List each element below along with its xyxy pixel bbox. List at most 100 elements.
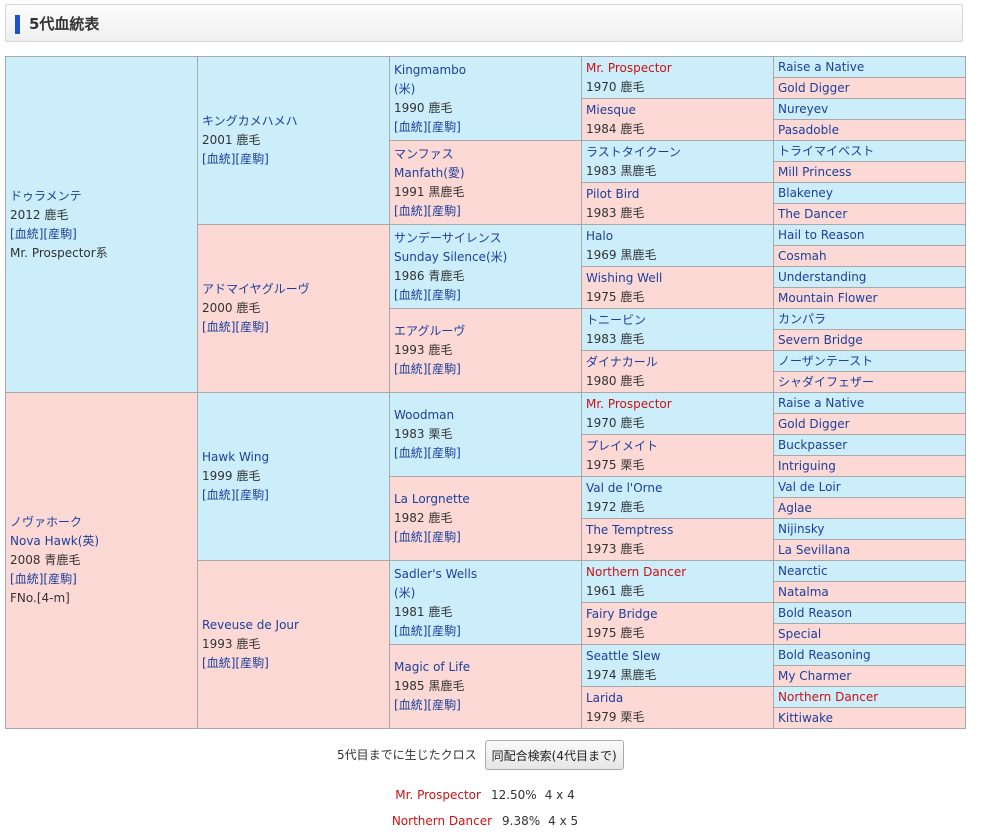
horse-name-link[interactable]: Northern Dancer [586, 564, 687, 579]
horse-name-link[interactable]: Pasadoble [778, 123, 839, 137]
horse-name-link[interactable]: Magic of Life [394, 660, 471, 674]
horse-name-link[interactable]: Raise a Native [778, 396, 865, 410]
cross-horse-name[interactable]: Northern Dancer [391, 814, 493, 828]
horse-name-link[interactable]: Hawk Wing [202, 450, 270, 464]
pedigree-link[interactable]: 血統 [398, 203, 423, 218]
horse-name-link[interactable]: トニービン [586, 312, 647, 327]
foals-link[interactable]: 産駒 [432, 119, 457, 134]
horse-name-link[interactable]: キングカメハメハ [202, 114, 298, 128]
horse-name-link[interactable]: シャダイフェザー [778, 375, 875, 389]
horse-name-link[interactable]: Nearctic [778, 564, 828, 578]
horse-name-link[interactable]: Wishing Well [586, 270, 663, 285]
horse-name-link[interactable]: マンファス [394, 146, 454, 161]
pedigree-link[interactable]: 血統 [14, 572, 39, 586]
pedigree-cell-gen4: Larida 1979 栗毛 [582, 687, 774, 729]
horse-name-link[interactable]: サンデーサイレンス [394, 230, 502, 245]
horse-name-link[interactable]: Fairy Bridge [586, 606, 658, 621]
horse-name-link[interactable]: Blakeney [778, 186, 833, 200]
horse-name-link[interactable]: The Dancer [778, 207, 848, 221]
pedigree-link[interactable]: 血統 [398, 287, 423, 302]
horse-name-link[interactable]: ラストタイクーン [586, 144, 681, 159]
horse-name-link[interactable]: Gold Digger [778, 417, 850, 431]
horse-name-link[interactable]: カンパラ [778, 312, 827, 326]
horse-name-link[interactable]: Woodman [394, 408, 455, 422]
birth-year-color: 1970 鹿毛 [586, 79, 645, 94]
horse-name-link[interactable]: Seattle Slew [586, 648, 661, 663]
foals-link[interactable]: 産駒 [432, 623, 457, 638]
horse-name-link[interactable]: アドマイヤグルーヴ [202, 282, 310, 296]
pedigree-link[interactable]: 血統 [398, 119, 423, 134]
horse-name-link[interactable]: Hail to Reason [778, 228, 865, 242]
horse-name-link[interactable]: Val de l'Orne [586, 480, 663, 495]
foals-link[interactable]: 産駒 [240, 320, 265, 334]
horse-name-link[interactable]: ノヴァホーク [10, 515, 83, 529]
pedigree-link[interactable]: 血統 [206, 152, 231, 166]
horse-name-link[interactable]: Pilot Bird [586, 186, 640, 201]
horse-name-link[interactable]: Val de Loir [778, 480, 841, 494]
pedigree-link[interactable]: 血統 [206, 320, 231, 334]
horse-name-link[interactable]: Nijinsky [778, 522, 825, 536]
horse-name-link[interactable]: Bold Reason [778, 606, 853, 620]
horse-name-link[interactable]: ノーザンテースト [778, 354, 874, 368]
horse-name-link[interactable]: Understanding [778, 270, 867, 284]
horse-name-link[interactable]: Natalma [778, 585, 829, 599]
horse-name-link[interactable]: Bold Reasoning [778, 648, 871, 662]
horse-name-link[interactable]: La Lorgnette [394, 492, 470, 506]
pedigree-link[interactable]: 血統 [206, 488, 231, 502]
foals-link[interactable]: 産駒 [240, 152, 265, 166]
horse-name-link[interactable]: ダイナカール [586, 354, 658, 369]
horse-name-link[interactable]: Kingmambo [394, 62, 467, 77]
horse-name-link[interactable]: Aglae [778, 501, 812, 515]
horse-name-link[interactable]: Nureyev [778, 102, 829, 116]
horse-name-link[interactable]: トライマイベスト [778, 144, 875, 158]
foals-link[interactable]: 産駒 [432, 446, 457, 460]
horse-name-link[interactable]: Intriguing [778, 459, 836, 473]
foals-link[interactable]: 産駒 [432, 698, 457, 712]
foals-link[interactable]: 産駒 [240, 488, 265, 502]
pedigree-cell-gen5: トライマイベスト [774, 141, 966, 162]
pedigree-link[interactable]: 血統 [14, 226, 39, 241]
horse-name-link[interactable]: Severn Bridge [778, 333, 863, 347]
horse-name-link[interactable]: エアグルーヴ [394, 324, 466, 338]
horse-name-link[interactable]: Miesque [586, 102, 636, 117]
horse-name-link[interactable]: Mill Princess [778, 165, 852, 179]
foals-link[interactable]: 産駒 [432, 203, 457, 218]
horse-name: Gold Digger [778, 414, 961, 434]
foals-link[interactable]: 産駒 [240, 656, 265, 670]
same-mating-search-button[interactable]: 同配合検索(4代目まで) [484, 740, 624, 770]
horse-name-link[interactable]: プレイメイト [586, 438, 659, 453]
pedigree-link[interactable]: 血統 [398, 623, 423, 638]
pedigree-link[interactable]: 血統 [398, 698, 423, 712]
pedigree-link[interactable]: 血統 [206, 656, 231, 670]
foals-link[interactable]: 産駒 [48, 226, 73, 241]
horse-name-link[interactable]: The Temptress [586, 522, 674, 537]
foals-link[interactable]: 産駒 [432, 530, 457, 544]
horse-name-link[interactable]: La Sevillana [778, 543, 851, 557]
horse-name-link[interactable]: Mr. Prospector [586, 396, 672, 411]
foals-link[interactable]: 産駒 [48, 572, 73, 586]
horse-name-link[interactable]: Halo [586, 228, 614, 243]
horse-name-link[interactable]: Special [778, 627, 822, 641]
horse-name-link[interactable]: Cosmah [778, 249, 827, 263]
pedigree-link[interactable]: 血統 [398, 446, 423, 460]
horse-name-link[interactable]: Gold Digger [778, 81, 850, 95]
pedigree-link[interactable]: 血統 [398, 530, 423, 544]
bracket-open: [ [427, 530, 433, 544]
horse-name: The Dancer [778, 204, 961, 224]
horse-name-link[interactable]: Mountain Flower [778, 291, 878, 305]
horse-name-link[interactable]: My Charmer [778, 669, 852, 683]
horse-name-link[interactable]: Reveuse de Jour [202, 618, 299, 632]
horse-name-link[interactable]: Larida [586, 690, 624, 705]
cross-horse-name[interactable]: Mr. Prospector [395, 788, 481, 802]
horse-name-link[interactable]: Buckpasser [778, 438, 848, 452]
horse-name-link[interactable]: Raise a Native [778, 60, 865, 74]
horse-name-link[interactable]: Northern Dancer [778, 690, 879, 704]
pedigree-cell-gen5: Gold Digger [774, 414, 966, 435]
horse-name-link[interactable]: Kittiwake [778, 711, 834, 725]
pedigree-link[interactable]: 血統 [398, 362, 423, 376]
horse-name-link[interactable]: ドゥラメンテ [10, 188, 82, 203]
horse-name-link[interactable]: Sadler's Wells [394, 566, 478, 581]
foals-link[interactable]: 産駒 [432, 362, 457, 376]
foals-link[interactable]: 産駒 [432, 287, 457, 302]
horse-name-link[interactable]: Mr. Prospector [586, 60, 672, 75]
